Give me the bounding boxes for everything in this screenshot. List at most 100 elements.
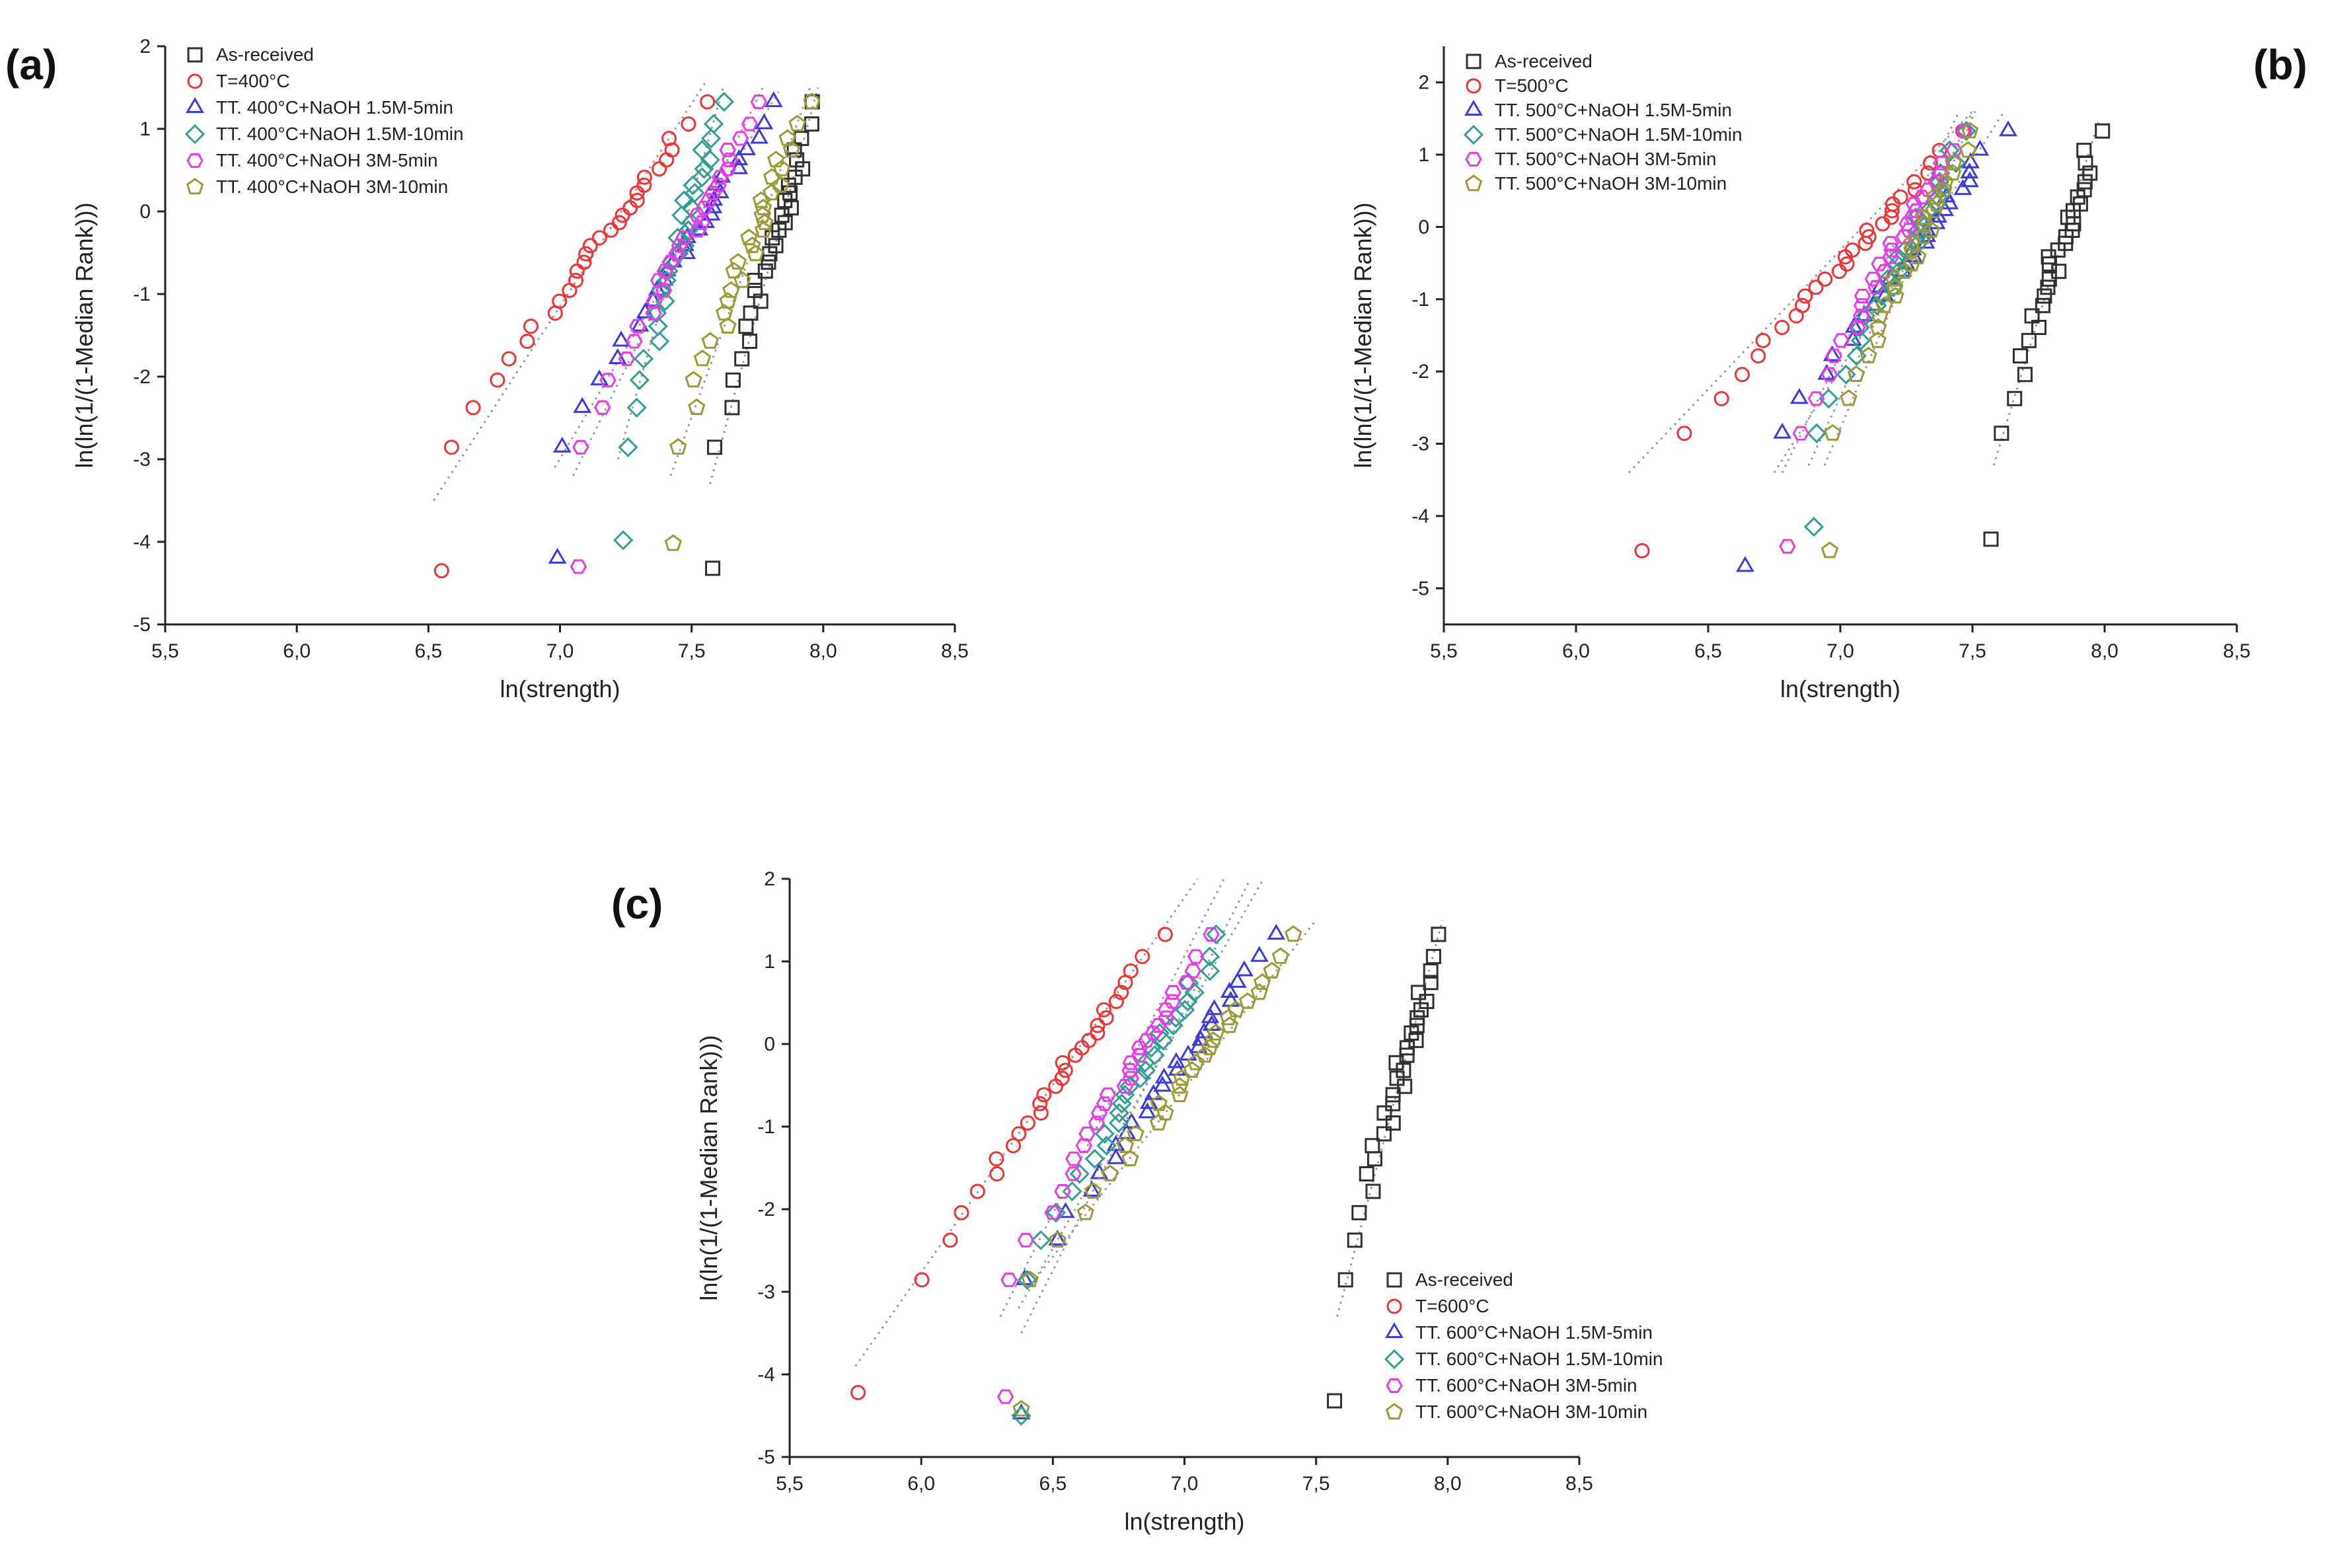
data-point <box>1187 1053 1205 1070</box>
data-point <box>659 152 675 168</box>
data-point <box>1150 1018 1167 1033</box>
legend: As-received T=600°C TT. 600°C+NaOH 1.5M-5m… <box>1384 1269 1663 1422</box>
data-point <box>693 215 710 230</box>
data-point <box>1961 152 1980 168</box>
data-point <box>1852 309 1870 324</box>
data-point <box>763 168 781 185</box>
data-point <box>1849 320 1866 335</box>
data-point <box>603 222 619 238</box>
data-point <box>1122 1112 1141 1129</box>
data-point <box>1020 1115 1035 1131</box>
data-point <box>1397 1078 1413 1094</box>
data-point <box>1803 517 1824 537</box>
data-point <box>1254 973 1271 990</box>
data-point <box>772 176 790 193</box>
data-point <box>1903 254 1921 272</box>
data-point <box>664 534 682 551</box>
data-point <box>1936 172 1954 190</box>
data-point <box>1090 1025 1106 1041</box>
fit-line <box>999 878 1225 1318</box>
y-tick-label: 1 <box>139 118 151 140</box>
data-point <box>618 352 636 366</box>
data-point <box>1839 256 1855 272</box>
data-point <box>732 131 749 146</box>
data-point <box>1267 924 1286 940</box>
data-point <box>1178 975 1195 990</box>
data-point <box>730 158 749 174</box>
x-tick-label: 6,0 <box>283 640 311 662</box>
data-point <box>1138 1033 1155 1048</box>
data-point <box>768 238 784 254</box>
data-point <box>729 252 747 270</box>
data-point <box>1925 202 1943 219</box>
data-point <box>688 398 706 416</box>
data-point <box>1096 1002 1111 1018</box>
data-point <box>1351 1205 1367 1220</box>
legend-marker <box>187 47 203 63</box>
data-point <box>633 348 654 369</box>
data-point <box>644 290 663 307</box>
y-axis-title: ln(ln(1/(1-Median Rank))) <box>71 202 98 468</box>
data-point <box>523 318 539 334</box>
data-point <box>750 128 769 144</box>
data-point <box>2017 367 2033 383</box>
data-point <box>743 305 759 321</box>
data-point <box>1907 203 1925 218</box>
legend-label: TT. 600°C+NaOH 1.5M-10min <box>1415 1349 1663 1369</box>
data-point <box>1150 1094 1168 1111</box>
data-point <box>1864 272 1882 287</box>
data-point <box>1896 262 1914 279</box>
data-point <box>2078 155 2093 171</box>
data-point <box>661 130 677 146</box>
data-point <box>1005 1138 1021 1154</box>
data-point <box>724 400 740 416</box>
series-naoh-3m-5min <box>996 878 1225 1404</box>
data-point <box>685 371 702 388</box>
data-point <box>1922 221 1940 238</box>
data-point <box>725 372 741 388</box>
data-point <box>1108 994 1124 1010</box>
data-point <box>752 191 770 208</box>
legend-marker <box>184 124 206 145</box>
data-point <box>652 161 667 177</box>
data-point <box>1113 985 1129 1000</box>
y-tick-label: -4 <box>133 531 151 553</box>
legend-label: As-received <box>216 44 314 65</box>
data-point <box>1021 1271 1039 1288</box>
data-point <box>1144 1045 1165 1066</box>
data-point <box>443 439 459 455</box>
data-point <box>1859 346 1877 363</box>
data-point <box>1081 1033 1097 1049</box>
data-point <box>1263 961 1281 979</box>
data-point <box>1044 1205 1061 1220</box>
data-point <box>1157 1002 1175 1018</box>
data-point <box>1425 949 1441 965</box>
data-point <box>1178 972 1199 993</box>
chart-panel-a: (a) 5,5 6,0 6,5 7,0 7,5 8,0 8,5 -5 -4 -3 -2 -1 0 1 2 ln(… <box>5 36 969 702</box>
x-tick-label: 8,0 <box>2091 640 2119 662</box>
y-tick-label: -2 <box>757 1199 775 1220</box>
data-point <box>1153 1076 1172 1092</box>
data-point <box>1817 271 1833 287</box>
legend-marker <box>1464 174 1483 192</box>
data-point <box>573 396 591 413</box>
data-point <box>741 116 759 131</box>
data-point <box>1423 975 1439 990</box>
x-tick-label: 7,0 <box>1171 1473 1199 1495</box>
data-point <box>754 198 772 215</box>
y-tick-label: -4 <box>757 1364 775 1386</box>
data-point <box>1084 1182 1102 1199</box>
fit-line <box>1823 110 1976 466</box>
data-point <box>2021 332 2037 348</box>
legend-label: T=400°C <box>216 71 290 91</box>
data-point <box>1883 243 1900 258</box>
y-tick-label: -5 <box>1411 578 1429 599</box>
data-point <box>788 114 806 131</box>
data-point <box>1928 194 1946 211</box>
data-point <box>668 246 685 262</box>
data-point <box>989 1151 1004 1167</box>
data-point <box>650 273 667 288</box>
data-point <box>1676 426 1692 441</box>
data-point <box>1122 1070 1140 1086</box>
